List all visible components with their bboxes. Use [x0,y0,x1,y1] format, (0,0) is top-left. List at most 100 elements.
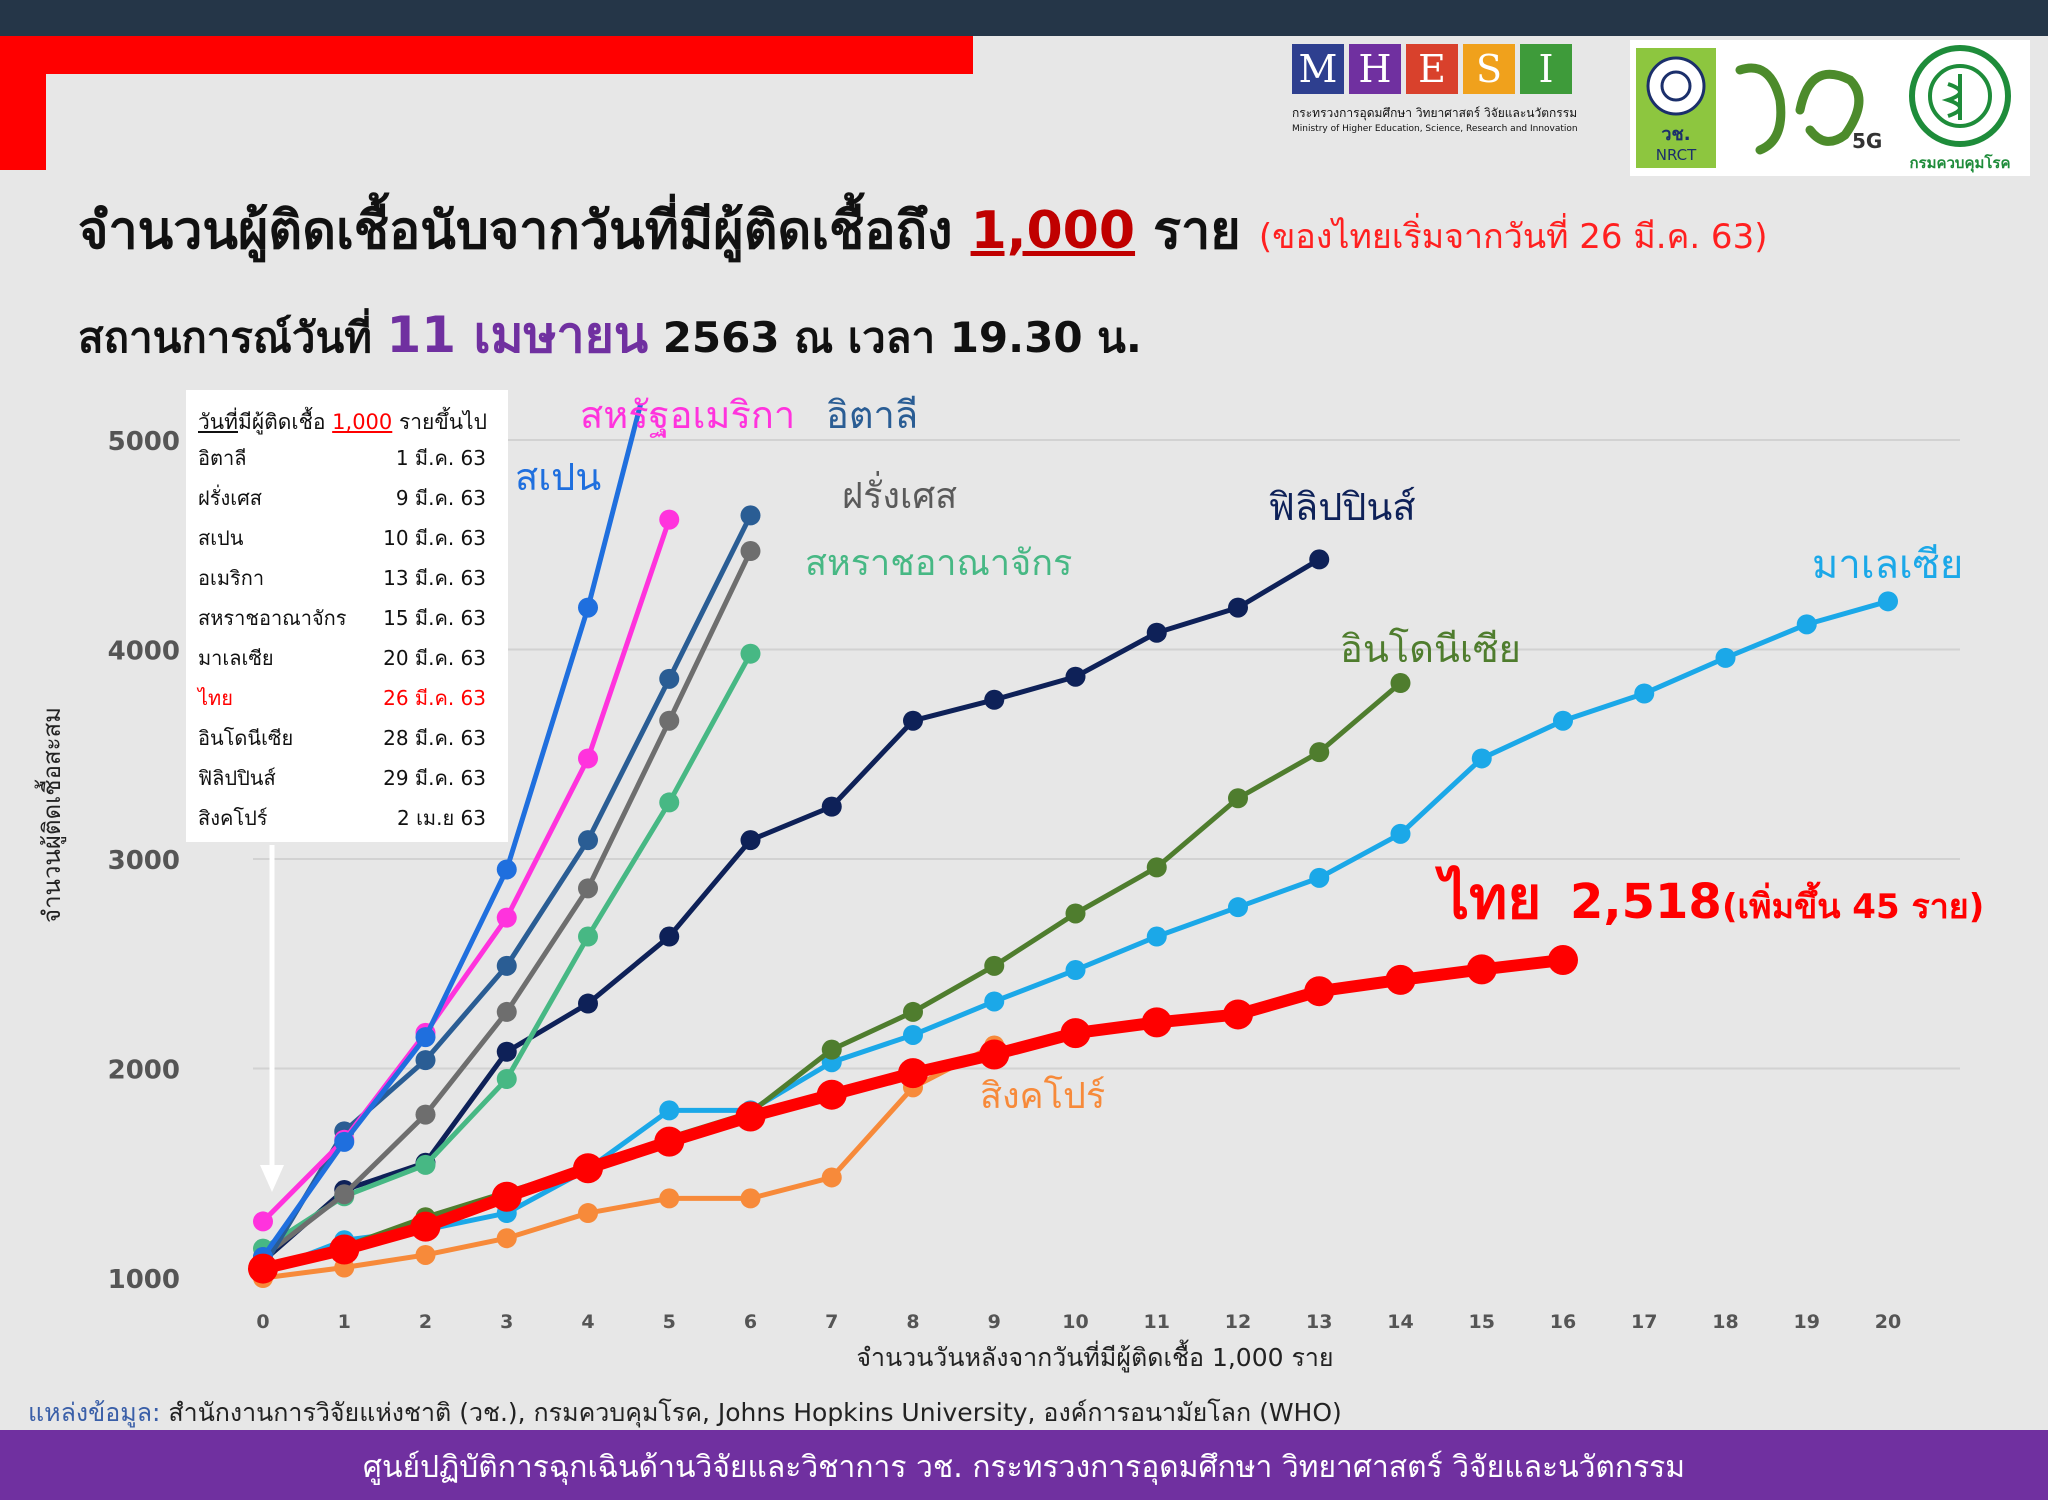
data-point [1304,976,1335,1007]
data-point [578,926,598,947]
data-point [1228,788,1248,809]
nrct-th-label: วช. [1661,124,1690,145]
series-line [262,1043,996,1281]
start-date-table: วันที่มีผู้ติดเชื้อ 1,000 รายขึ้นไป อิตา… [186,390,508,842]
data-point [1146,926,1167,947]
title-main: จำนวนผู้ติดเชื้อนับจากวันที่มีผู้ติดเชื้… [78,201,953,261]
data-point [1065,666,1086,687]
data-point [984,689,1005,710]
partner-logos-panel: วช. NRCT 5G กรมควบคุมโรค [1630,40,2030,176]
series-label: สหราชอาณาจักร [805,543,1072,584]
data-point [659,1188,680,1209]
x-axis-ticks: 0 1 2 3 4 5 6 7 8 9 10 11 12 13 14 15 16 17 18 19 20 [256,1311,1901,1333]
data-point [659,509,680,530]
mhesi-thai-name: กระทรวงการอุดมศึกษา วิทยาศาสตร์ วิจัยและ… [1292,106,1578,120]
series-line [253,549,1330,1272]
y-tick-label: 1000 [108,1265,180,1295]
data-point [898,1058,928,1089]
mhesi-letter: I [1520,44,1572,94]
data-point [496,955,517,976]
data-point [491,1181,522,1212]
nrct-en-label: NRCT [1656,146,1697,164]
table-row: สิงคโปร์ 2 เม.ย 63 [198,802,498,832]
data-point [1878,591,1898,612]
series-label: สเปน [515,455,601,499]
table-row: อินโดนีเซีย 28 มี.ค. 63 [198,722,498,752]
series-line [261,557,1321,1264]
data-point [578,830,598,851]
data-point [1309,742,1330,763]
data-point [415,1154,436,1175]
anniversary-5g-label: 5G [1852,129,1882,153]
data-point [816,1079,847,1110]
series-label: สิงคโปร์ [980,1075,1105,1117]
data-point [1146,857,1167,878]
data-point [1390,823,1411,844]
data-point [496,1001,517,1022]
data-point [1390,673,1411,694]
data-point [821,796,842,817]
mhesi-letter: H [1349,44,1401,94]
series-labels: สเปน สหรัฐอเมริกา อิตาลีฝรั่งเศสสหราชอาณาจ… [515,393,1984,1117]
table-cell-date: 29 มี.ค. 63 [383,766,486,790]
data-point [496,907,517,928]
data-point [410,1211,441,1242]
data-point [903,710,923,731]
x-tick-label: 14 [1387,1311,1413,1333]
data-point [415,1027,436,1048]
x-tick-label: 7 [825,1311,838,1333]
series-line [261,518,672,1224]
data-point [578,748,598,769]
x-tick-label: 6 [744,1311,757,1333]
data-point [1796,614,1817,635]
mhesi-letter: S [1463,44,1515,94]
title-unit: ราย [1153,201,1241,261]
data-point [740,541,761,562]
table-header-number: 1,000 [332,410,393,434]
data-point [735,1101,766,1132]
data-point [1309,549,1330,570]
data-point [1141,1007,1172,1038]
data-point [984,955,1005,976]
data-point [659,926,680,947]
table-cell-country: อเมริกา [198,566,265,590]
y-axis-label: จำนวนผู้ติดเชื้อสะสม [34,707,67,923]
series-label: มาเลเซีย [1812,542,1963,588]
data-source: แหล่งข้อมูล: สำนักงานการวิจัยแห่งชาติ (ว… [28,1393,1342,1433]
series-layer [248,405,1898,1288]
data-point [1309,867,1330,888]
data-point [659,668,680,689]
x-axis-label: จำนวนวันหลังจากวันที่มีผู้ติดเชื้อ 1,000… [856,1339,1333,1373]
table-cell-date: 28 มี.ค. 63 [383,726,486,750]
red-accent-bar [0,36,973,74]
data-point [1065,903,1086,924]
x-tick-label: 3 [500,1311,513,1333]
table-cell-date: 1 มี.ค. 63 [395,446,486,470]
table-cell-country: ไทย [198,686,233,710]
x-tick-label: 17 [1631,1311,1657,1333]
data-point [573,1153,603,1184]
data-point [334,1184,355,1205]
ddc-label: กรมควบคุมโรค [1909,153,2010,173]
table-cell-country: สหราชอาณาจักร [198,606,347,630]
data-point [1228,597,1248,618]
table-header-mid: มีผู้ติดเชื้อ [238,410,326,434]
y-axis-ticks: 1000 2000 3000 4000 5000 [108,427,180,1295]
x-tick-label: 12 [1225,1311,1251,1333]
anniversary-logo-icon [1735,63,1864,155]
x-tick-label: 9 [988,1311,1001,1333]
data-point [654,1126,685,1157]
series-line [260,405,643,1259]
data-point [329,1234,360,1265]
title-note: (ของไทยเริ่มจากวันที่ 26 มี.ค. 63) [1258,217,1768,257]
thailand-total: 2,518 [1570,874,1722,930]
data-point [979,1039,1010,1070]
table-cell-country: สิงคโปร์ [198,806,268,830]
data-point [578,1203,598,1224]
data-point [415,1244,436,1265]
x-tick-label: 8 [906,1311,919,1333]
data-point [984,991,1005,1012]
data-point [659,1100,680,1121]
table-cell-country: ฝรั่งเศส [198,486,262,510]
